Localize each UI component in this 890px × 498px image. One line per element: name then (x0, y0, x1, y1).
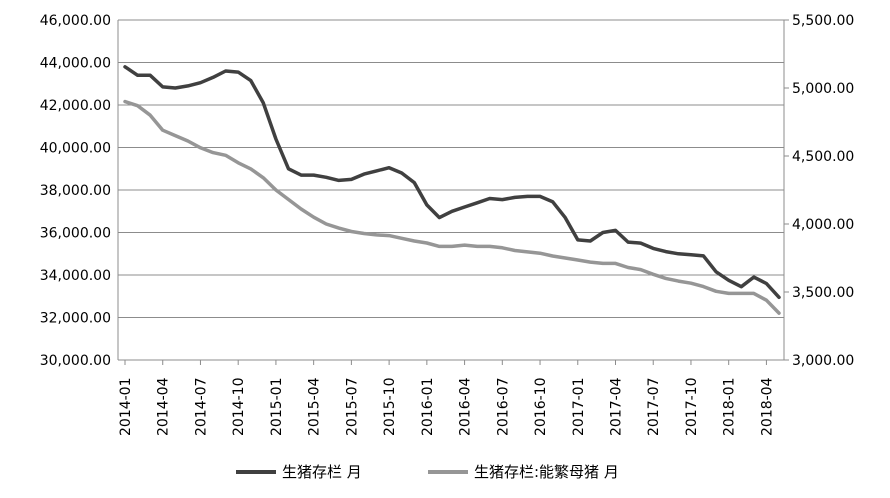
left-axis-tick-label: 36,000.00 (40, 226, 111, 242)
left-axis-tick-label: 44,000.00 (40, 56, 111, 72)
left-axis-tick-label: 40,000.00 (40, 141, 111, 157)
x-axis-tick-label: 2017-10 (684, 378, 700, 437)
left-axis-tick-label: 38,000.00 (40, 183, 111, 199)
left-axis-tick-label: 34,000.00 (40, 268, 111, 284)
left-axis-tick-label: 46,000.00 (40, 13, 111, 29)
x-axis-tick-label: 2016-01 (420, 378, 436, 437)
right-axis-tick-label: 5,500.00 (792, 13, 854, 29)
right-axis-tick-label: 4,000.00 (792, 217, 854, 233)
x-axis-tick-label: 2015-10 (382, 378, 398, 437)
legend-label-breeding-sow-inventory: 生猪存栏:能繁母猪 月 (474, 463, 619, 481)
x-axis-tick-label: 2017-04 (609, 377, 625, 436)
x-axis-ticks: 2014-01 2014-04 2014-07 2014-10 2015-01 2015-… (118, 360, 775, 436)
right-axis-tick-label: 3,000.00 (792, 353, 854, 369)
series-line-hog-inventory (123, 65, 781, 300)
right-axis-ticks: 3,000.00 3,500.00 4,000.00 4,500.00 5,000.00… (784, 13, 854, 369)
axes (117, 20, 785, 361)
x-axis-tick-label: 2017-01 (571, 378, 587, 437)
left-axis-tick-label: 30,000.00 (40, 353, 111, 369)
x-axis-tick-label: 2016-04 (458, 377, 474, 436)
left-axis-tick-label: 42,000.00 (40, 98, 111, 114)
x-axis-tick-label: 2015-04 (307, 377, 323, 436)
x-axis-tick-label: 2014-01 (118, 378, 134, 437)
legend-label-hog-inventory: 生猪存栏 月 (282, 463, 362, 481)
right-axis-tick-label: 4,500.00 (792, 149, 854, 165)
x-axis-tick-label: 2017-07 (646, 378, 662, 437)
x-axis-tick-label: 2018-04 (759, 377, 775, 436)
left-axis-ticks: 30,000.00 32,000.00 34,000.00 36,000.00 38,0… (40, 13, 111, 369)
x-axis-tick-label: 2014-07 (193, 378, 209, 437)
x-axis-tick-label: 2014-04 (156, 377, 172, 436)
x-axis-tick-label: 2015-01 (269, 378, 285, 437)
left-axis-tick-label: 32,000.00 (40, 311, 111, 327)
right-axis-tick-label: 5,000.00 (792, 81, 854, 97)
x-axis-tick-label: 2014-10 (231, 378, 247, 437)
x-axis-tick-label: 2015-07 (344, 378, 360, 437)
right-axis-tick-label: 3,500.00 (792, 285, 854, 301)
legend: 生猪存栏 月 生猪存栏:能繁母猪 月 (236, 463, 619, 481)
x-axis-tick-label: 2016-07 (495, 378, 511, 437)
x-axis-tick-label: 2016-10 (533, 378, 549, 437)
series-lines (123, 65, 781, 315)
series-line-breeding-sow-inventory (123, 99, 781, 315)
x-axis-tick-label: 2018-01 (722, 378, 738, 437)
